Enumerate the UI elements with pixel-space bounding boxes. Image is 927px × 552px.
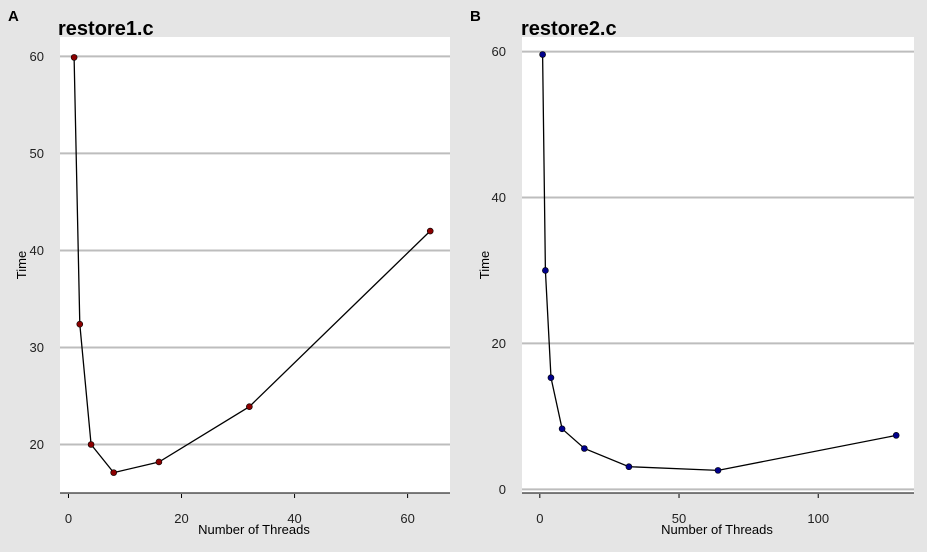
x-axis-label: Number of Threads xyxy=(661,522,773,537)
y-tick-label: 20 xyxy=(492,336,506,351)
data-point xyxy=(76,320,84,328)
panel-letter: B xyxy=(470,8,481,25)
x-tick-label: 20 xyxy=(174,511,188,526)
y-tick-label: 50 xyxy=(30,146,44,161)
x-tick-label: 50 xyxy=(672,511,686,526)
data-point xyxy=(714,467,722,474)
data-point xyxy=(581,445,588,452)
data-point xyxy=(426,227,434,235)
data-point xyxy=(110,469,117,476)
x-tick-label: 40 xyxy=(287,511,301,526)
data-point xyxy=(892,432,900,439)
panel-letter: A xyxy=(8,8,19,25)
data-point xyxy=(542,267,549,274)
chart-title: restore1.c xyxy=(58,18,154,40)
x-tick-label: 0 xyxy=(536,511,543,526)
plot-background xyxy=(60,37,450,493)
data-point xyxy=(87,441,95,448)
plot-background xyxy=(522,37,914,493)
y-tick-label: 40 xyxy=(492,190,506,205)
y-tick-label: 60 xyxy=(30,49,44,64)
chart-title: restore2.c xyxy=(521,18,617,40)
series-line xyxy=(541,54,897,472)
y-tick-label: 60 xyxy=(492,44,506,59)
y-tick-label: 30 xyxy=(30,340,44,355)
x-axis-label: Number of Threads xyxy=(198,522,310,537)
data-point xyxy=(558,425,566,433)
y-axis-label: Time xyxy=(14,251,29,279)
data-point xyxy=(539,51,546,58)
y-tick-label: 40 xyxy=(30,243,44,258)
panel-a: A restore1.c Number of Threads Time 20 30… xyxy=(8,8,450,537)
y-tick-label: 20 xyxy=(30,437,44,452)
panel-b: B restore2.c Number of Threads Time 0 20 4… xyxy=(470,8,914,537)
data-point xyxy=(246,403,253,410)
data-point xyxy=(547,374,555,382)
x-tick-label: 0 xyxy=(65,511,72,526)
data-point xyxy=(625,463,633,471)
x-tick-label: 60 xyxy=(400,511,414,526)
y-axis-label: Time xyxy=(477,251,492,279)
x-tick-label: 100 xyxy=(807,511,829,526)
y-tick-label: 0 xyxy=(499,482,506,497)
data-point xyxy=(70,54,78,61)
data-point xyxy=(155,458,163,466)
